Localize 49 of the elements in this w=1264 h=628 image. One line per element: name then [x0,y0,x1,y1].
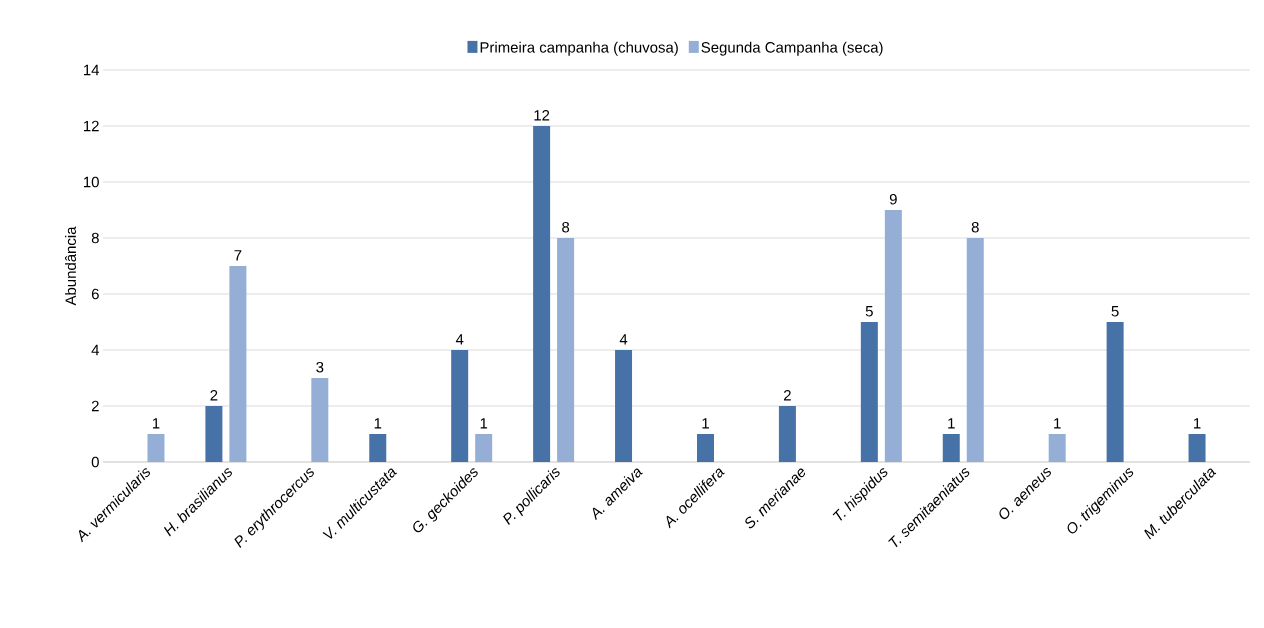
bar [696,434,714,462]
bar [778,406,796,462]
bar [557,238,575,462]
y-tick-label: 8 [91,232,99,244]
data-label: 4 [455,334,464,345]
bar [451,350,469,462]
bar [205,406,223,462]
data-label: 2 [783,390,791,401]
data-label: 1 [948,418,955,429]
legend-label: Primeira campanha (chuvosa) [480,41,678,56]
y-tick-label: 0 [91,456,99,468]
y-tick-label: 6 [91,288,99,300]
data-label: 1 [702,418,709,429]
data-label: 9 [889,193,897,205]
bar [942,434,960,462]
bar [1188,434,1206,462]
data-label: 1 [1194,418,1201,429]
data-label: 8 [971,221,979,233]
bar [229,266,247,462]
bar [311,378,329,462]
data-label: 1 [1054,418,1061,429]
data-label: 1 [374,418,382,429]
data-label: 2 [210,390,218,401]
data-label: 5 [1111,306,1119,317]
y-tick-label: 10 [84,176,99,188]
bar [966,238,984,462]
bar [533,126,551,462]
legend-label: Segunda Campanha (seca) [701,41,883,56]
bar [147,434,165,462]
y-tick-label: 12 [84,120,99,132]
bar [860,322,878,462]
y-axis-title: Abundância [65,226,77,306]
y-tick-label: 4 [91,344,100,356]
data-label: 4 [619,334,628,345]
data-label: 8 [562,221,570,233]
y-tick-label: 2 [91,400,99,412]
data-label: 1 [152,418,160,429]
bar [1106,322,1124,462]
bar [475,434,493,462]
data-label: 3 [316,361,324,373]
data-label: 1 [480,418,488,429]
data-label: 5 [865,306,873,317]
bar [369,434,387,462]
bar [1048,434,1066,462]
data-label: 12 [534,110,550,121]
data-label: 7 [234,250,242,261]
bar [884,210,902,462]
y-tick-label: 14 [84,64,100,76]
bar [615,350,633,462]
